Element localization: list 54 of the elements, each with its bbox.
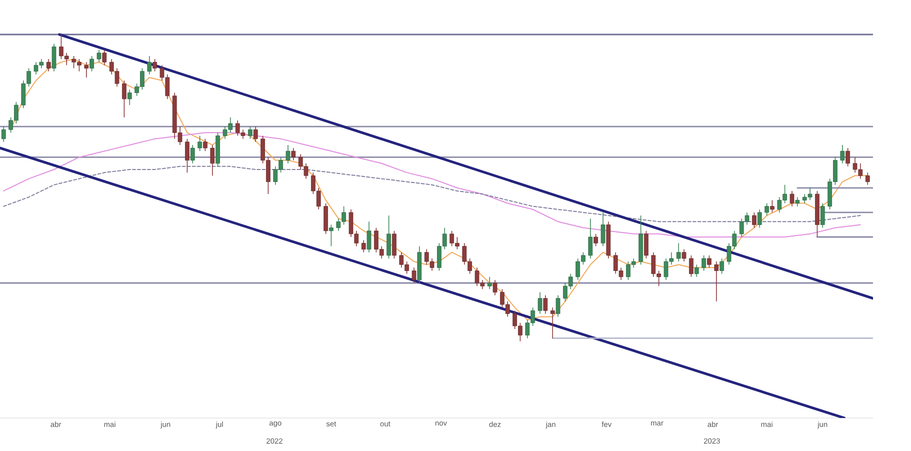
- candlestick: [392, 230, 396, 259]
- candlestick: [147, 56, 152, 75]
- candlestick: [840, 144, 845, 164]
- candlestick: [492, 280, 498, 296]
- candlestick: [795, 196, 800, 207]
- candlestick: [185, 138, 190, 173]
- candlestick: [702, 255, 706, 272]
- candlestick: [588, 218, 593, 259]
- candlestick: [689, 255, 694, 278]
- candlestick: [102, 49, 107, 66]
- candlestick: [694, 264, 699, 278]
- candlestick: [122, 80, 126, 118]
- candlestick: [210, 144, 215, 176]
- candlestick: [752, 212, 756, 228]
- candlestick: [190, 144, 195, 164]
- candlestick: [594, 234, 598, 247]
- candlestick: [644, 230, 648, 259]
- candlestick: [600, 212, 606, 247]
- candlestick: [720, 258, 724, 274]
- candlestick: [764, 202, 769, 216]
- candlestick: [203, 138, 208, 152]
- candlestick: [820, 202, 825, 228]
- candlestick: [556, 294, 560, 318]
- candlestick: [127, 89, 132, 106]
- candlestick: [682, 248, 686, 262]
- candlestick: [543, 294, 548, 314]
- candlestick: [790, 190, 794, 207]
- candlestick: [757, 208, 762, 228]
- candlestick: [248, 126, 252, 140]
- candlestick: [707, 255, 712, 268]
- candlestick: [366, 221, 372, 253]
- candlestick: [386, 215, 391, 259]
- candlestick: [291, 148, 296, 161]
- candlestick: [152, 58, 157, 72]
- candlestick: [412, 267, 416, 284]
- candlestick: [676, 242, 681, 262]
- candlestick: [846, 148, 850, 167]
- candlestick: [198, 135, 202, 152]
- candlestick: [90, 56, 94, 72]
- candlestick: [329, 224, 334, 247]
- candlestick: [361, 240, 366, 253]
- candlestick: [46, 58, 51, 72]
- candlestick: [1, 126, 6, 142]
- candlestick: [52, 43, 56, 72]
- candlestick: [714, 261, 719, 302]
- candlestick: [286, 144, 290, 164]
- candlestick: [550, 307, 555, 339]
- candlestick: [96, 49, 102, 63]
- candlestick: [538, 292, 542, 314]
- candlestick: [84, 62, 89, 78]
- candlestick: [770, 200, 774, 213]
- candlestick: [253, 126, 258, 142]
- candlestick: [865, 172, 870, 186]
- candlestick: [487, 276, 492, 290]
